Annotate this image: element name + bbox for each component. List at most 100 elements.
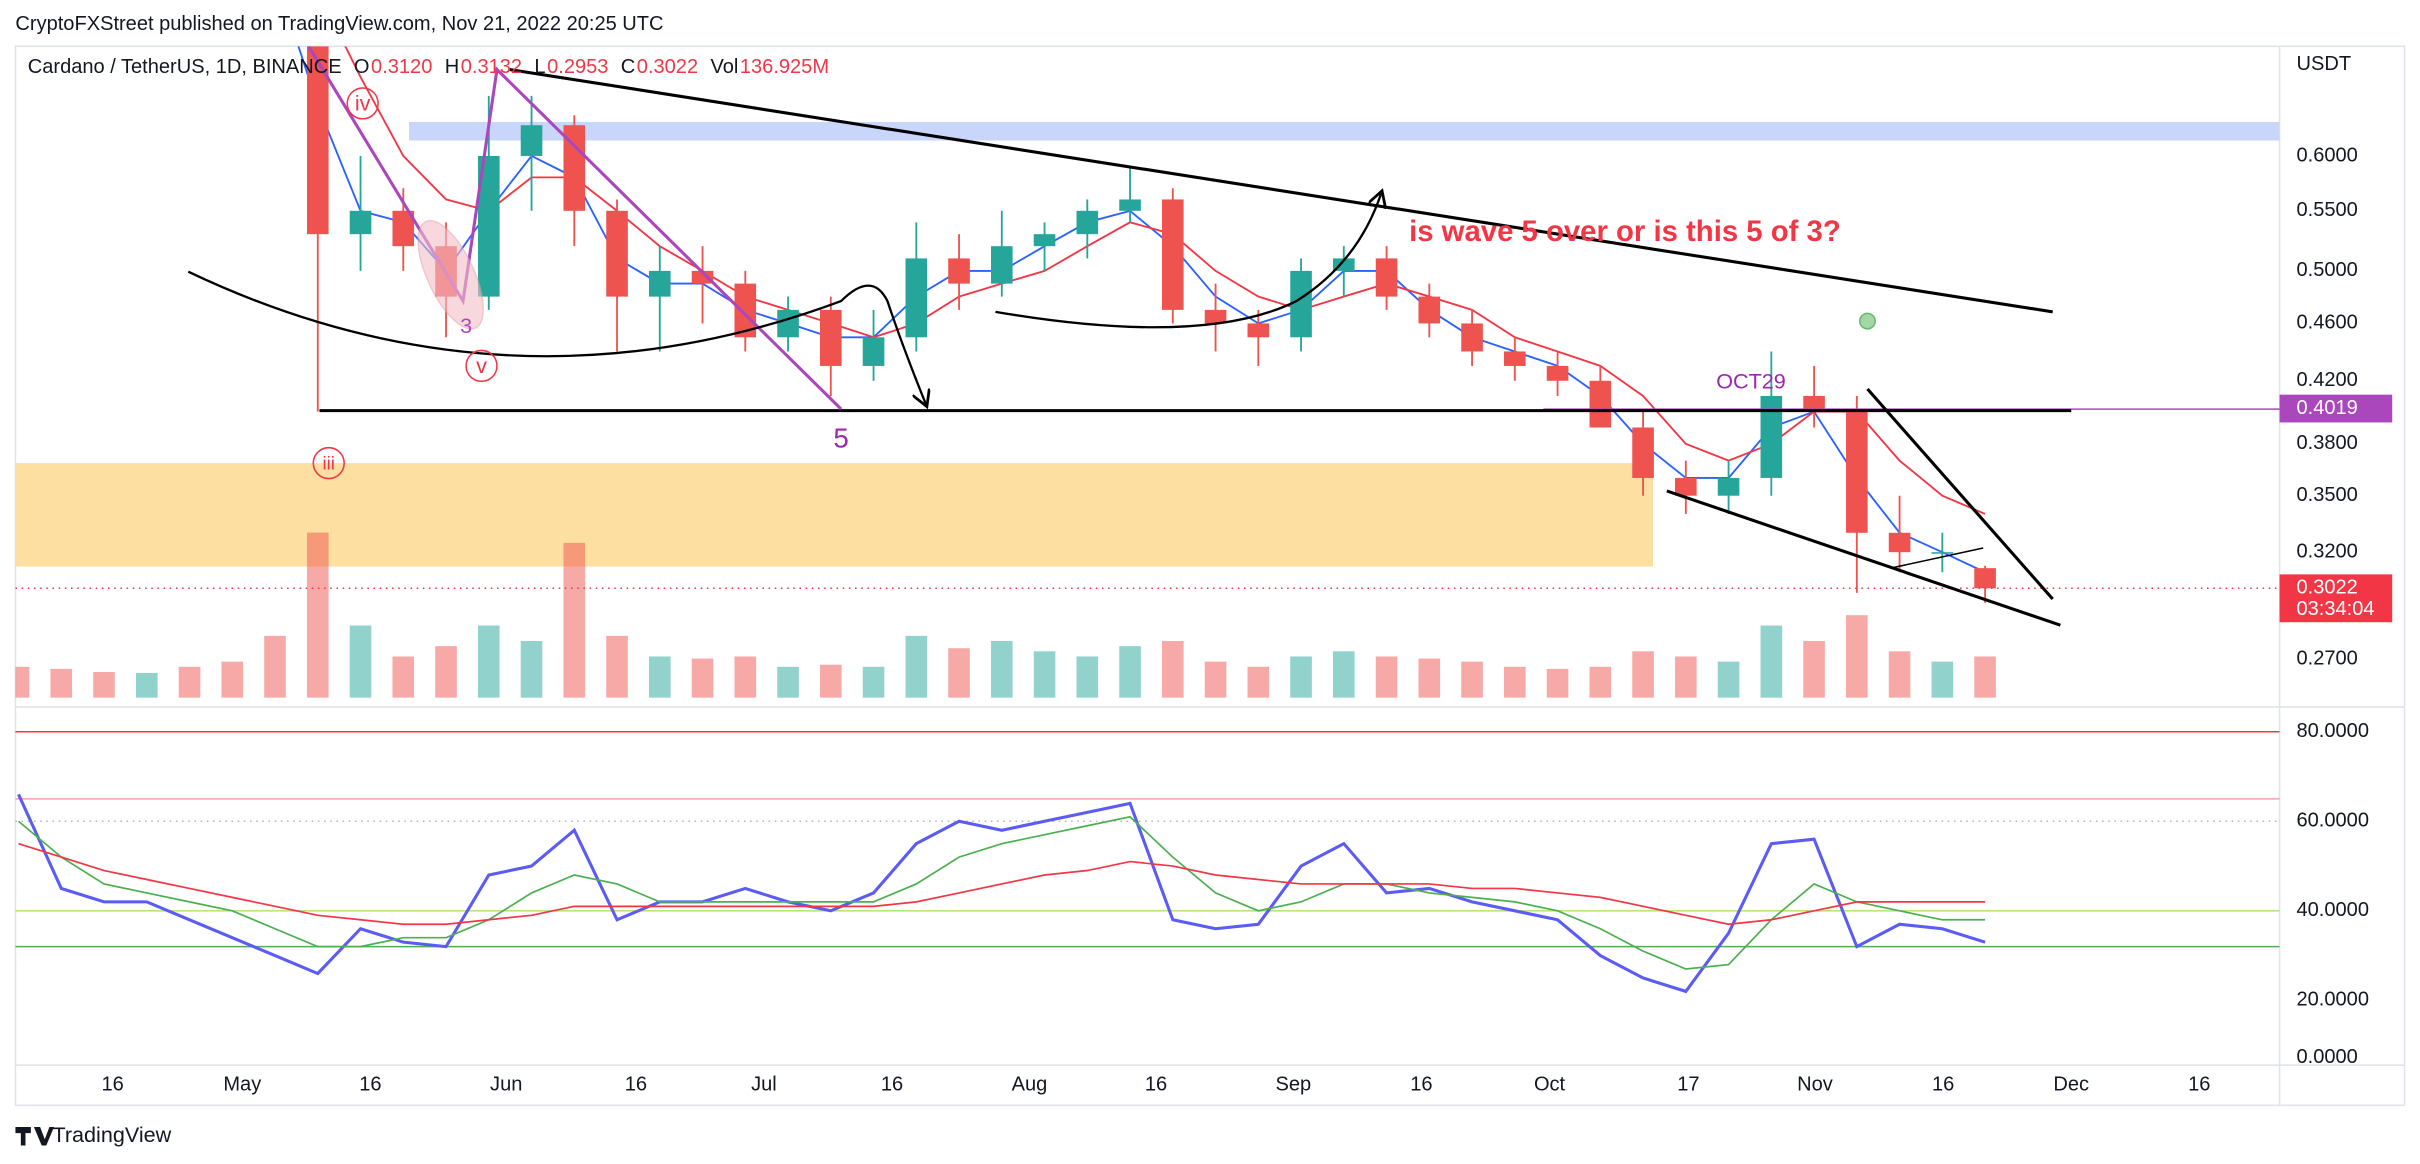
zone-blue (408, 121, 2280, 141)
volume-bar (648, 656, 671, 698)
wave-circle (312, 446, 345, 480)
volume-bar (1846, 615, 1868, 698)
volume-bar (221, 661, 244, 698)
candle-body (1888, 532, 1911, 553)
volume-bar (178, 666, 201, 698)
logo (15, 1126, 55, 1146)
volume-bar (563, 542, 586, 698)
volume-bar (349, 625, 372, 698)
y-tick-label: 0.6000 (2297, 144, 2358, 166)
rsi-tick-label: 80.0000 (2297, 720, 2369, 742)
candle-body (1076, 210, 1099, 235)
legend-key: C (621, 56, 635, 78)
candle-body (777, 309, 799, 338)
volume-bar (691, 658, 714, 698)
candle-body (392, 210, 415, 247)
rsi-line (17, 793, 1986, 994)
price-tag (2279, 394, 2393, 423)
legend-key: H (445, 56, 459, 78)
wave-line (307, 46, 843, 411)
candle-body (1033, 234, 1056, 247)
candle-body (349, 210, 372, 235)
x-tick-label: 16 (1410, 1074, 1432, 1096)
candle-body (948, 258, 970, 284)
volume-bar (264, 635, 286, 698)
rsi-pane (15, 730, 2280, 994)
volume-bar (948, 648, 970, 698)
footer: TradingView (15, 1122, 172, 1147)
curve (995, 193, 1381, 329)
x-tick-label: 16 (359, 1074, 381, 1096)
y-tick-label: 0.2700 (2297, 648, 2358, 670)
volume-bar (1803, 641, 1825, 698)
volume-bar (1632, 651, 1654, 698)
volume-bar (1888, 651, 1911, 698)
rsi-tick-label: 0.0000 (2297, 1046, 2358, 1068)
x-tick-label: Nov (1797, 1074, 1833, 1096)
candle-body (819, 309, 842, 366)
rsi-tick-label: 20.0000 (2297, 989, 2369, 1011)
volume-bar (1546, 668, 1569, 698)
volume-bar (520, 641, 543, 698)
x-tick-label: 16 (1932, 1074, 1954, 1096)
x-tick-label: Aug (1012, 1074, 1048, 1096)
candle-body (1974, 568, 1996, 589)
volume-bar (477, 625, 500, 698)
volume-bar (1033, 651, 1056, 698)
volume-bar (15, 666, 30, 698)
candle-body (1931, 552, 1954, 554)
wave-label: v (476, 353, 487, 378)
y-tick-label: 0.4200 (2297, 369, 2358, 391)
candle-body (1632, 427, 1654, 478)
x-tick-label: 16 (1145, 1074, 1167, 1096)
x-tick-label: 16 (102, 1074, 124, 1096)
x-tick-label: 16 (2188, 1074, 2210, 1096)
x-tick-label: Jul (751, 1074, 777, 1096)
volume-bar (1076, 656, 1099, 698)
candle-body (1247, 323, 1270, 338)
legend-value: 0.3022 (637, 56, 698, 78)
legend-value: 0.3132 (461, 56, 522, 78)
legend-key: Vol (710, 56, 738, 78)
wave-label: 3 (460, 313, 472, 338)
candle-body (1461, 323, 1483, 352)
candle-body (862, 337, 885, 366)
volume-bar (1504, 666, 1526, 698)
volume-bar (905, 635, 928, 698)
price-tag-label: 0.4019 (2297, 397, 2358, 419)
price-tag (2279, 574, 2393, 623)
y-tick-label: 0.4600 (2297, 312, 2358, 334)
volume-bar (1247, 666, 1270, 698)
trendline (509, 67, 2053, 314)
header: CryptoFXStreet published on TradingView.… (15, 13, 663, 35)
price-tag-label: 0.3022 (2297, 577, 2358, 599)
candle-body (477, 155, 500, 297)
x-tick-label: May (223, 1074, 261, 1096)
candle-body (1162, 199, 1184, 310)
wave-label: iii (323, 453, 335, 474)
volume-bar (1675, 656, 1697, 698)
candle-body (1204, 309, 1227, 324)
volume-bar (1760, 625, 1783, 698)
overlay: iv v iii 3 5 OCT29 is wave 5 over or is … (187, 46, 2280, 627)
rsi-tick-label: 60.0000 (2297, 810, 2369, 832)
volume-bar (1119, 646, 1141, 698)
volume-bar (1162, 641, 1184, 698)
event-label: OCT29 (1716, 369, 1786, 394)
volume-bar (862, 666, 885, 698)
candle-body (1760, 395, 1783, 478)
rsi-line (18, 842, 1986, 926)
y-unit: USDT (2297, 53, 2352, 75)
highlight (417, 219, 484, 330)
candle-body (905, 258, 928, 338)
rsi-line (17, 815, 1986, 970)
legend-value: 136.925M (740, 56, 829, 78)
candle-body (1675, 477, 1697, 496)
candle-body (606, 210, 628, 297)
drawings (15, 121, 2280, 567)
wedge-line (1890, 547, 1984, 569)
price-series (15, 46, 2280, 698)
volume-bar (1974, 656, 1996, 698)
